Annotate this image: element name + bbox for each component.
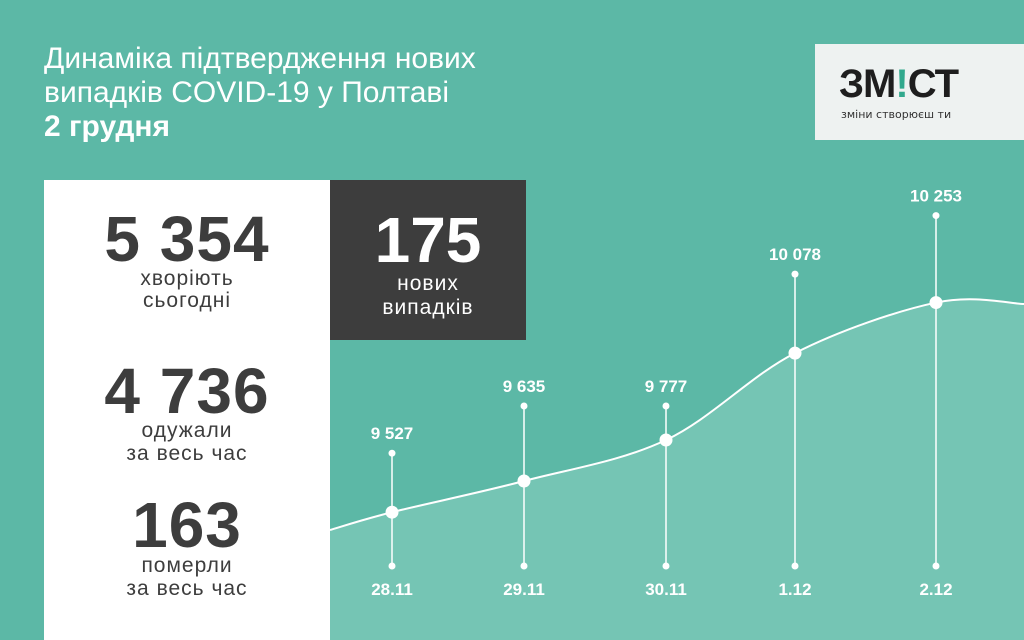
data-point: [517, 474, 531, 488]
data-point: [385, 505, 399, 519]
sick-count: 5 354: [104, 203, 270, 275]
x-tick-label: 30.11: [645, 580, 687, 599]
data-point: [788, 346, 802, 360]
logo-accent: !: [895, 62, 908, 106]
new-cases-panel: 175 нових випадків: [330, 180, 526, 340]
recovered-count: 4 736: [104, 355, 270, 427]
bottom-dot: [932, 562, 940, 570]
sick-label-1: хворіють: [140, 267, 234, 290]
top-dot: [520, 402, 528, 410]
died-label-1: померли: [141, 554, 233, 577]
top-dot: [932, 212, 940, 220]
report-date: 2 грудня: [44, 110, 171, 143]
area-fill: [330, 299, 1024, 640]
value-label: 10 078: [769, 245, 821, 264]
recovered-label-2: за весь час: [126, 442, 248, 465]
died-count: 163: [132, 489, 242, 561]
bottom-dot: [791, 562, 799, 570]
stats-panel: 5 354 хворіють сьогодні 4 736 одужали за…: [44, 180, 330, 640]
recovered-label-1: одужали: [141, 419, 233, 442]
bottom-dot: [520, 562, 528, 570]
new-cases-label: нових випадків: [330, 272, 526, 320]
x-tick-label: 29.11: [503, 580, 545, 599]
value-label: 9 635: [503, 377, 546, 396]
logo-tagline: зміни створюєш ти: [841, 108, 952, 121]
title-line-1: Динаміка підтвердження нових: [44, 42, 476, 75]
new-cases-count: 175: [374, 204, 482, 276]
new-cases-label-1: нових: [397, 272, 459, 295]
title-line-2: випадків COVID-19 у Полтаві: [44, 76, 450, 109]
chart-title: Динаміка підтвердження нових випадків CO…: [44, 42, 476, 144]
x-tick-label: 1.12: [778, 580, 811, 599]
x-tick-label: 28.11: [371, 580, 413, 599]
logo-wordmark: ЗМ!СТ: [839, 62, 959, 106]
new-cases-label-2: випадків: [382, 296, 474, 319]
top-dot: [388, 449, 396, 457]
brand-logo: ЗМ!СТ зміни створюєш ти: [815, 44, 1024, 140]
bottom-dot: [388, 562, 396, 570]
data-point: [929, 296, 943, 310]
sick-label-2: сьогодні: [142, 289, 232, 312]
value-label: 9 777: [645, 377, 688, 396]
value-label: 10 253: [910, 187, 962, 206]
top-dot: [791, 270, 799, 278]
value-label: 9 527: [371, 424, 414, 443]
died-label-2: за весь час: [126, 577, 248, 600]
x-tick-label: 2.12: [919, 580, 952, 599]
bottom-dot: [662, 562, 670, 570]
data-point: [659, 433, 673, 447]
top-dot: [662, 402, 670, 410]
